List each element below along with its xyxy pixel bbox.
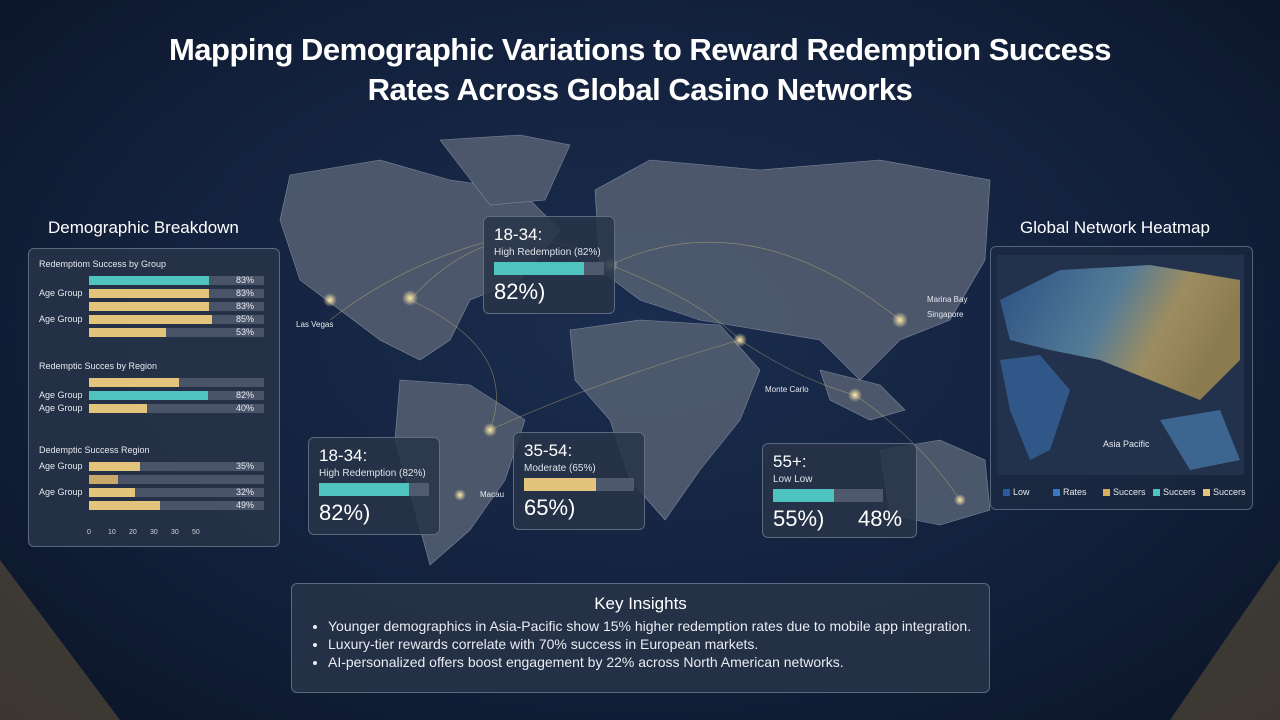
callout-subtitle: Low Low bbox=[773, 474, 813, 485]
map-label: Macau bbox=[480, 490, 505, 499]
value-label: 32% bbox=[236, 487, 255, 497]
map-label: Singapore bbox=[927, 310, 964, 319]
insight-item: Younger demographics in Asia-Pacific sho… bbox=[328, 618, 989, 634]
bar-track bbox=[89, 462, 264, 471]
callout: 35-54: Moderate (65%) 65%) bbox=[513, 432, 645, 530]
bar-track bbox=[89, 501, 264, 510]
callout: 55+: Low Low 55%) 48% bbox=[762, 443, 917, 538]
bar bbox=[89, 391, 208, 400]
value-label: 35% bbox=[236, 461, 255, 471]
bar-track bbox=[89, 328, 264, 337]
callout-heading: 18-34: bbox=[319, 446, 368, 465]
bar bbox=[89, 404, 147, 413]
bar-track bbox=[89, 475, 264, 484]
section-subtitle: Redemptiom Success by Group bbox=[39, 259, 167, 269]
row-label: Age Group bbox=[39, 461, 83, 471]
bar bbox=[89, 488, 136, 497]
bar bbox=[89, 276, 210, 285]
heatmap-panel: Asia Pacific Low Rates Succers Succers Succe… bbox=[990, 246, 1253, 510]
row-label: Age Group bbox=[39, 390, 83, 400]
row-label: Age Group bbox=[39, 403, 83, 413]
bar bbox=[89, 462, 140, 471]
value-label: 83% bbox=[236, 301, 255, 311]
legend-swatch bbox=[1003, 489, 1010, 496]
bar bbox=[319, 483, 410, 496]
bar bbox=[494, 262, 585, 275]
axis-tick-label: 30 bbox=[150, 529, 158, 536]
region-label: Asia Pacific bbox=[1103, 439, 1150, 449]
demographic-panel: Redemptiom Success by Group 83% Age Group 8… bbox=[28, 248, 280, 547]
legend-label: Succers bbox=[1163, 487, 1196, 497]
legend-swatch bbox=[1153, 489, 1160, 496]
map-label: Monte Carlo bbox=[765, 385, 809, 394]
legend-label: Succers bbox=[1213, 487, 1246, 497]
legend-swatch bbox=[1103, 489, 1110, 496]
axis-tick-label: 30 bbox=[171, 529, 179, 536]
panel-heading: Demographic Breakdown bbox=[48, 218, 239, 237]
callout-value: 55%) bbox=[773, 506, 825, 531]
section-subtitle: Redemptic Succes by Region bbox=[39, 361, 158, 371]
value-label: 53% bbox=[236, 327, 255, 337]
value-label: 83% bbox=[236, 288, 255, 298]
callout-heading: 35-54: bbox=[524, 441, 573, 460]
callout-value: 48% bbox=[858, 506, 903, 531]
heatmap-graphic bbox=[997, 255, 1244, 475]
title: Mapping Demographic Variations to Reward… bbox=[168, 32, 1112, 107]
callout-value: 82%) bbox=[494, 279, 546, 304]
axis-tick-label: 0 bbox=[87, 529, 91, 536]
callout-value: 82%) bbox=[319, 500, 371, 525]
axis-tick-label: 10 bbox=[108, 529, 116, 536]
bar bbox=[89, 315, 213, 324]
axis-tick-label: 50 bbox=[192, 529, 200, 536]
insight-item: AI-personalized offers boost engagement … bbox=[328, 654, 989, 670]
legend-swatch bbox=[1053, 489, 1060, 496]
value-label: 49% bbox=[236, 500, 255, 510]
insights-list: Younger demographics in Asia-Pacific sho… bbox=[292, 618, 989, 670]
row-label: Age Group bbox=[39, 487, 83, 497]
value-label: 83% bbox=[236, 275, 255, 285]
row-label: Age Group bbox=[39, 314, 83, 324]
bar bbox=[773, 489, 834, 502]
bar bbox=[89, 328, 166, 337]
axis-tick-label: 20 bbox=[129, 529, 137, 536]
insights-heading: Key Insights bbox=[594, 594, 687, 613]
map-label: Las Vegas bbox=[296, 320, 334, 329]
value-label: 82% bbox=[236, 390, 255, 400]
bar bbox=[89, 378, 179, 387]
callout-heading: 18-34: bbox=[494, 225, 543, 244]
legend-label: Rates bbox=[1063, 487, 1087, 497]
value-label: 40% bbox=[236, 403, 255, 413]
row-label: Age Group bbox=[39, 288, 83, 298]
callout-heading: 55+: bbox=[773, 452, 807, 471]
callout: 18-34: High Redemption (82%) 82%) bbox=[308, 437, 440, 535]
value-label: 85% bbox=[236, 314, 255, 324]
callout-subtitle: High Redemption (82%) bbox=[319, 468, 426, 479]
callout-value: 65%) bbox=[524, 495, 576, 520]
bar bbox=[524, 478, 596, 491]
legend-swatch bbox=[1203, 489, 1210, 496]
bar-track bbox=[89, 488, 264, 497]
legend-label: Low bbox=[1013, 487, 1030, 497]
corner-decoration bbox=[0, 560, 120, 720]
insight-item: Luxury-tier rewards correlate with 70% s… bbox=[328, 636, 989, 652]
bar bbox=[89, 302, 210, 311]
bar bbox=[89, 289, 210, 298]
bar bbox=[89, 501, 161, 510]
panel-heading: Global Network Heatmap bbox=[1020, 218, 1210, 237]
section-subtitle: Dedemptic Success Region bbox=[39, 445, 150, 455]
insights-panel: Key Insights Younger demographics in Asi… bbox=[291, 583, 990, 693]
map-label: Marina Bay bbox=[927, 295, 968, 304]
bar-track bbox=[89, 404, 264, 413]
callout-subtitle: Moderate (65%) bbox=[524, 463, 596, 474]
callout: 18-34: High Redemption (82%) 82%) bbox=[483, 216, 615, 314]
bar bbox=[89, 475, 118, 484]
callout-subtitle: High Redemption (82%) bbox=[494, 247, 601, 258]
legend-label: Succers bbox=[1113, 487, 1146, 497]
corner-decoration bbox=[1170, 560, 1280, 720]
